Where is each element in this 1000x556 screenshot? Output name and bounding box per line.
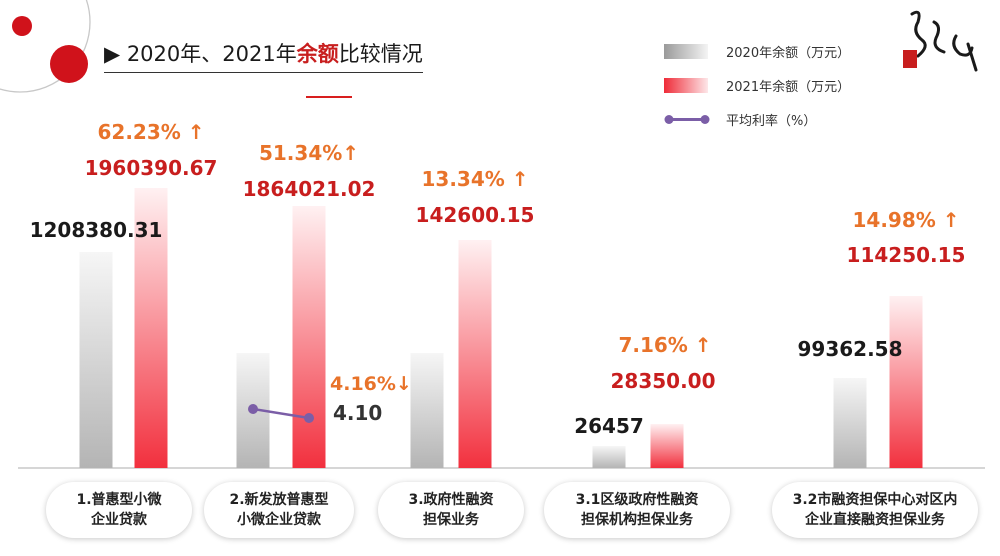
- growth-label: 14.98% ↑: [852, 208, 959, 232]
- rate-label-end: 4.10: [333, 401, 382, 425]
- legend-swatch-2021: [664, 78, 708, 93]
- value-label-2021: 1864021.02: [243, 177, 376, 201]
- rate-line: [252, 407, 310, 420]
- decor-dot-small: [12, 16, 32, 36]
- legend-swatch-2020: [664, 44, 708, 59]
- bar-2021: [889, 296, 923, 468]
- title-suffix: 比较情况: [338, 42, 423, 66]
- category-label: 3.1区级政府性融资 担保机构担保业务: [544, 482, 730, 538]
- legend-label-rate: 平均利率（%）: [726, 114, 817, 129]
- growth-label: 62.23% ↑: [97, 120, 204, 144]
- title-highlight: 余额: [296, 42, 339, 66]
- value-label-2021: 142600.15: [416, 203, 535, 227]
- legend-label-2020: 2020年余额（万元）: [726, 46, 851, 61]
- decor-dot-large: [50, 45, 88, 83]
- rate-point-start: [248, 404, 258, 414]
- rate-label-start: 4.16%↓: [330, 373, 412, 395]
- legend-swatch-rate: [664, 115, 710, 124]
- decor-ring: [0, 0, 91, 93]
- value-label-2020: 26457: [574, 414, 644, 438]
- bar-2020: [592, 446, 626, 468]
- value-label-2021: 28350.00: [610, 369, 715, 393]
- value-label-2021: 114250.15: [847, 243, 966, 267]
- bar-2020: [79, 252, 113, 468]
- bar-2020: [833, 378, 867, 468]
- chart-title: ▶ 2020年、2021年余额比较情况: [104, 38, 423, 73]
- title-prefix: ▶ 2020年、2021年: [104, 42, 297, 66]
- bar-2021: [650, 424, 684, 468]
- category-label: 3.2市融资担保中心对区内 企业直接融资担保业务: [772, 482, 978, 538]
- rate-point-end: [304, 413, 314, 423]
- legend-label-2021: 2021年余额（万元）: [726, 80, 851, 95]
- value-label-2020: 99362.58: [797, 337, 902, 361]
- calligraphy-logo: [903, 10, 978, 72]
- growth-label: 51.34%↑: [259, 141, 359, 165]
- bar-2021: [458, 240, 492, 468]
- category-label: 3.政府性融资 担保业务: [378, 482, 524, 538]
- growth-label: 13.34% ↑: [421, 167, 528, 191]
- title-accent-line: [306, 96, 352, 98]
- value-label-2021: 1960390.67: [85, 156, 218, 180]
- value-label-2020: 1208380.31: [30, 218, 163, 242]
- growth-label: 7.16% ↑: [618, 333, 711, 357]
- category-label: 1.普惠型小微 企业贷款: [46, 482, 192, 538]
- category-label: 2.新发放普惠型 小微企业贷款: [204, 482, 354, 538]
- bar-2021: [292, 206, 326, 468]
- bar-2020: [410, 353, 444, 468]
- bar-2021: [134, 188, 168, 468]
